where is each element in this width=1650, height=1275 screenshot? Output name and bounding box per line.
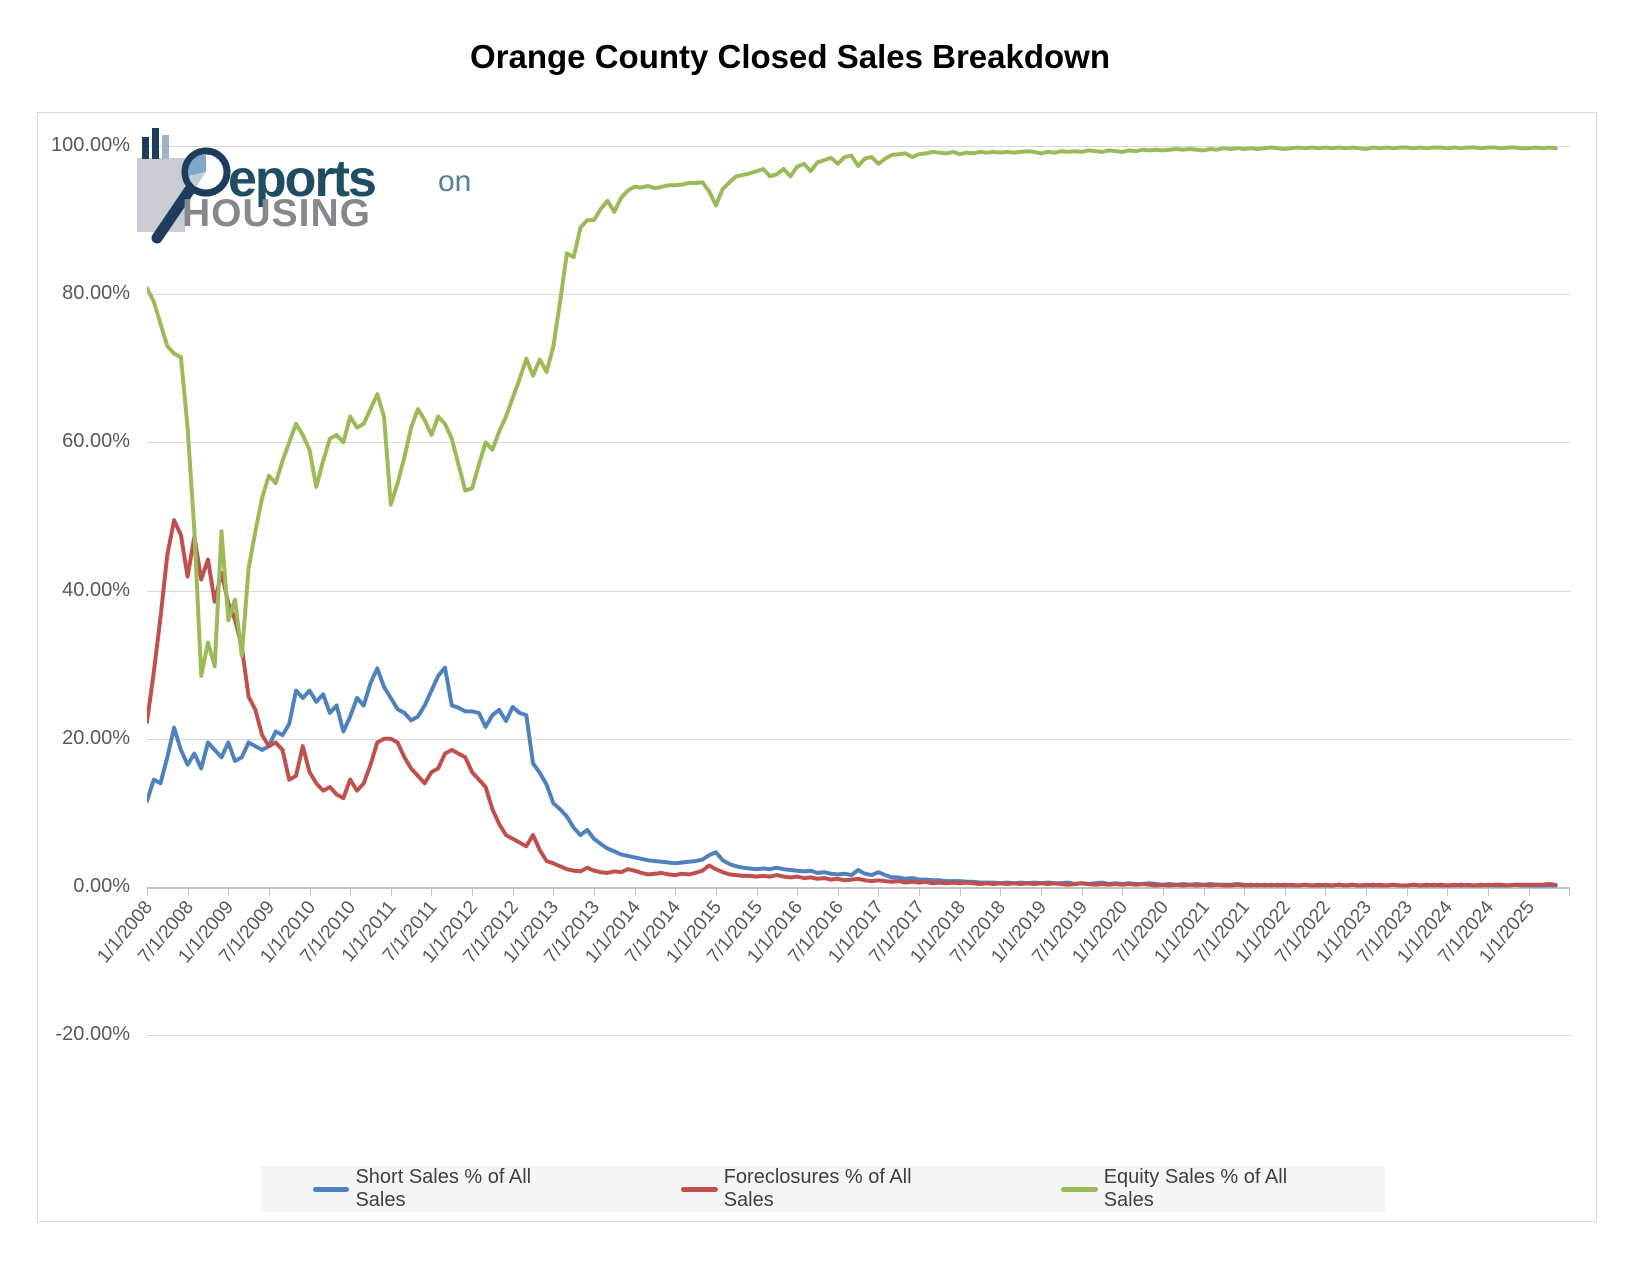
legend-label: Foreclosures % of All Sales xyxy=(723,1166,912,1211)
y-axis-label: 60.00% xyxy=(62,430,130,453)
legend-item-short-sales: Short Sales % of All Sales xyxy=(313,1166,577,1212)
chart-title: Orange County Closed Sales Breakdown xyxy=(470,38,1110,75)
gridline-40 xyxy=(147,590,1570,592)
gridline--20 xyxy=(147,1035,1570,1037)
x-axis-tick xyxy=(268,889,270,896)
x-axis-tick xyxy=(147,889,148,896)
x-axis-tick xyxy=(675,889,677,896)
x-axis-tick xyxy=(797,889,799,896)
logo-text-housing: HOUSING xyxy=(182,192,372,235)
legend-item-foreclosures: Foreclosures % of All Sales xyxy=(681,1166,957,1212)
legend-swatch-icon xyxy=(313,1186,350,1192)
gridline-80 xyxy=(147,294,1570,296)
x-axis-tick xyxy=(1040,889,1042,896)
x-axis-tick xyxy=(1122,889,1124,896)
x-axis-tick xyxy=(350,889,352,896)
y-axis-label: 40.00% xyxy=(62,578,130,601)
logo-text-on: on xyxy=(438,165,472,198)
legend-swatch-icon xyxy=(681,1186,718,1192)
reports-on-housing-logo: eports on HOUSING xyxy=(133,120,553,250)
x-axis-tick xyxy=(959,889,961,896)
x-axis-tick xyxy=(1569,889,1571,896)
x-axis-tick xyxy=(1162,889,1164,896)
equity-sales-line xyxy=(147,145,1558,678)
gridline-20 xyxy=(147,738,1570,740)
logo-text-reports: eports xyxy=(228,150,377,208)
x-axis-tick xyxy=(634,889,636,896)
x-axis-tick xyxy=(715,889,717,896)
y-axis-label: -20.00% xyxy=(55,1023,131,1046)
short-sales-line xyxy=(147,665,1558,888)
x-axis-tick xyxy=(309,889,311,896)
y-axis-label: 0.00% xyxy=(73,875,130,897)
legend-label: Equity Sales % of All Sales xyxy=(1103,1166,1288,1211)
plot-area xyxy=(147,145,1558,888)
x-axis-tick xyxy=(431,889,433,896)
chart-frame xyxy=(37,112,1597,1222)
foreclosures-line xyxy=(147,518,1558,888)
legend-swatch-icon xyxy=(1061,1186,1098,1192)
x-axis-tick xyxy=(1366,889,1368,896)
x-axis-tick xyxy=(472,889,474,896)
x-axis-tick xyxy=(1528,889,1530,896)
x-axis-tick xyxy=(1081,889,1083,896)
x-axis-tick xyxy=(1000,889,1002,896)
x-axis-tick xyxy=(1325,889,1327,896)
x-axis-tick xyxy=(553,889,555,896)
x-axis-tick xyxy=(390,889,392,896)
x-axis-tick xyxy=(919,889,921,896)
x-axis-tick xyxy=(1244,889,1246,896)
x-axis-tick xyxy=(1203,889,1205,896)
x-axis-tick xyxy=(228,889,230,896)
y-axis-label: 80.00% xyxy=(62,282,130,305)
legend-label: Short Sales % of All Sales xyxy=(355,1166,532,1211)
y-axis-label: 100.00% xyxy=(51,134,130,156)
x-axis-tick xyxy=(756,889,758,896)
x-axis-tick xyxy=(837,889,839,896)
x-axis-tick xyxy=(1284,889,1286,896)
x-axis-tick xyxy=(512,889,514,896)
y-axis-label: 20.00% xyxy=(62,726,130,749)
x-axis-tick xyxy=(1487,889,1489,896)
x-axis-tick xyxy=(593,889,595,896)
gridline-100 xyxy=(147,146,1570,147)
x-axis-tick xyxy=(187,889,189,896)
x-axis-tick xyxy=(878,889,880,896)
x-axis-line xyxy=(147,887,1570,889)
magnifier-barchart-icon xyxy=(137,128,231,244)
legend-item-equity-sales: Equity Sales % of All Sales xyxy=(1061,1166,1333,1212)
x-axis-tick xyxy=(1447,889,1449,896)
chart-legend: Short Sales % of All Sales Foreclosures %… xyxy=(261,1166,1385,1212)
gridline-60 xyxy=(147,442,1570,444)
x-axis-tick xyxy=(1406,889,1408,896)
